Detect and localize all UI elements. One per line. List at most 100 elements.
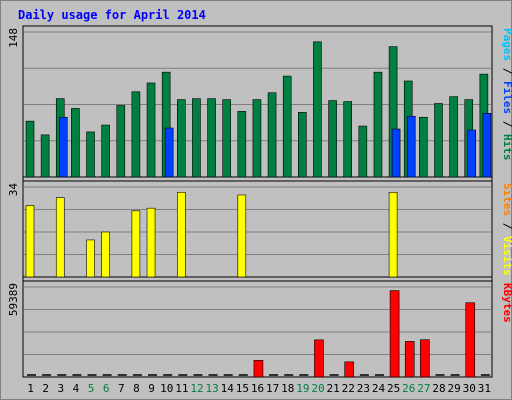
x-tick-label: 31 [478,382,491,395]
bar-hits [298,112,307,178]
right-label-sites: Sites [501,183,512,216]
panel-visits-sites: 34 Sites / Visits [7,180,512,278]
bar-hits [267,92,277,178]
right-label-separator: / [501,61,512,81]
x-tick-label: 8 [133,382,140,395]
bar-hits [282,75,292,178]
right-axis-label: Sites / Visits [501,183,512,276]
x-tick-label: 15 [236,382,249,395]
y-tick-max-label: 34 [7,183,20,197]
x-tick-label: 11 [175,382,188,395]
right-label-separator: / [501,216,512,236]
x-tick-label: 27 [417,382,430,395]
right-label-kbytes: KBytes [501,283,512,323]
right-label-separator: / [501,114,512,134]
bar-kbytes [344,361,355,378]
bar-hits [116,105,126,178]
bar-hits [434,103,443,178]
bar-kbytes [420,339,430,378]
x-tick-label: 3 [58,382,65,395]
right-label-pages: Pages [501,28,512,61]
bar-visits [86,239,95,278]
bar-hits [176,99,186,178]
x-tick-label: 9 [148,382,155,395]
panel-border [22,180,493,278]
bar-kbytes [314,339,324,378]
bar-hits [101,124,110,178]
bar-files [482,113,492,178]
x-tick-label: 16 [251,382,264,395]
bar-visits [388,191,398,278]
bar-files [164,127,174,178]
bar-files [58,116,68,178]
bar-hits [419,116,428,178]
bar-kbytes [465,302,476,378]
bar-hits [328,100,337,178]
bar-kbytes [404,341,415,378]
bar-visits [101,231,110,278]
bar-hits [40,134,50,178]
bar-hits [358,125,368,178]
x-tick-label: 25 [387,382,400,395]
bar-hits [373,71,383,178]
x-tick-label: 29 [448,382,461,395]
bar-hits [192,98,201,178]
bar-kbytes [389,290,400,378]
bar-kbytes [253,360,264,378]
x-tick-label: 21 [327,382,340,395]
x-tick-label: 18 [281,382,294,395]
bar-visits [176,191,186,278]
x-tick-label: 7 [118,382,125,395]
bar-hits [237,111,247,178]
panel-hits-files-pages: 148 Pages / Files / Hits [7,25,512,178]
x-tick-label: 20 [311,382,324,395]
x-tick-label: 30 [463,382,476,395]
x-tick-label: 26 [402,382,415,395]
right-label-visits: Visits [501,236,512,276]
bar-hits [146,82,156,178]
x-tick-label: 4 [73,382,80,395]
right-axis-label: KBytes [501,283,512,323]
x-tick-label: 24 [372,382,386,395]
bar-hits [313,41,322,178]
chart-title: Daily usage for April 2014 [18,8,206,22]
bar-visits [55,197,65,278]
x-tick-label: 19 [296,382,309,395]
bar-hits [252,99,262,178]
bar-visits [146,207,156,278]
x-tick-label: 5 [88,382,95,395]
x-tick-label: 2 [42,382,49,395]
x-tick-label: 12 [190,382,203,395]
bar-files [467,129,477,178]
panel-kbytes: 59389 KBytes [7,280,512,378]
x-tick-label: 1 [27,382,34,395]
chart-panels: 148 Pages / Files / Hits 34 Sites / Visits 5… [7,25,512,378]
x-tick-label: 6 [103,382,110,395]
bar-files [406,115,416,178]
x-tick-label: 22 [342,382,355,395]
y-tick-max-label: 148 [7,28,20,48]
right-label-hits: Hits [501,134,512,161]
bar-visits [237,194,247,278]
bar-visits [25,205,35,278]
bar-hits [449,96,458,178]
bar-hits [71,108,80,178]
bar-hits [131,91,141,178]
x-tick-label: 17 [266,382,279,395]
bar-files [391,128,401,178]
bar-hits [25,120,35,178]
bar-hits [343,101,353,178]
y-tick-max-label: 59389 [7,283,20,316]
x-tick-label: 13 [205,382,218,395]
x-tick-label: 10 [160,382,173,395]
x-tick-label: 14 [221,382,235,395]
x-tick-label: 23 [357,382,370,395]
bar-visits [131,210,141,278]
right-label-files: Files [501,81,512,114]
x-tick-label: 28 [432,382,445,395]
bar-hits [86,131,95,178]
bar-hits [207,98,216,178]
right-axis-label: Pages / Files / Hits [501,28,512,161]
x-tick-labels: 1 2 3 4 5 6 7 8 9 10 11 12 13 14 15 16 17 18 19 20 21 22 23 24 2… [27,382,491,395]
